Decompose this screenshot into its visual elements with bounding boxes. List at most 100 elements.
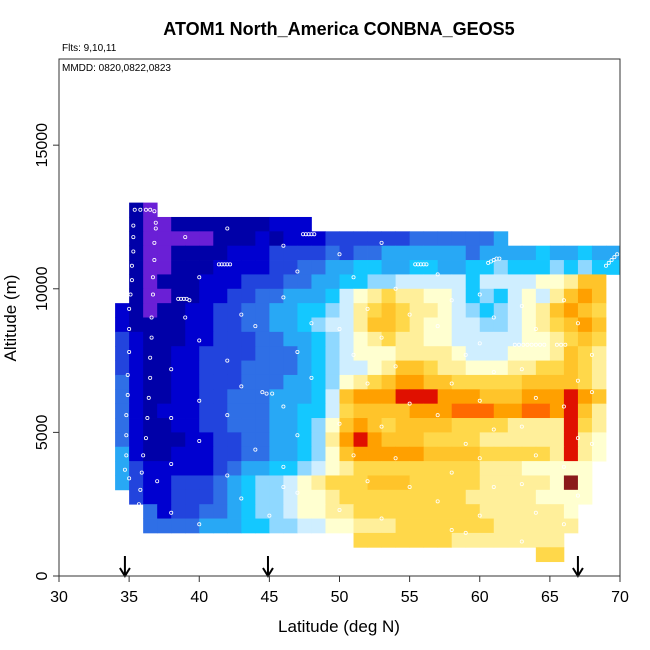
heatmap-cell (423, 231, 439, 247)
heatmap-cell (395, 489, 411, 505)
flight-point (575, 436, 580, 441)
heatmap-cell (479, 403, 495, 419)
heatmap-cell (115, 317, 130, 333)
heatmap-cell (241, 231, 256, 247)
heatmap-cell (339, 231, 354, 247)
heatmap-cell (381, 231, 396, 247)
x-tick-label: 30 (50, 589, 68, 606)
heatmap-cell (283, 518, 298, 534)
heatmap-cell (507, 303, 523, 318)
flight-point (295, 490, 300, 495)
flight-point (169, 416, 174, 421)
heatmap-cell (339, 461, 354, 476)
heatmap-cell (381, 331, 396, 347)
heatmap-cell (129, 389, 144, 405)
flight-point (169, 461, 174, 466)
heatmap-cell (157, 461, 172, 476)
heatmap-cell (451, 260, 467, 275)
heatmap-cell (213, 432, 228, 448)
flight-point (149, 315, 154, 320)
heatmap-cell (577, 245, 593, 261)
heatmap-cell (381, 461, 396, 476)
heatmap-cell (213, 245, 228, 261)
heatmap-cell (591, 303, 607, 318)
heatmap-cell (521, 504, 537, 519)
flight-point (143, 207, 148, 212)
heatmap-cell (451, 274, 467, 290)
flight-point (312, 232, 317, 237)
flight-point (225, 358, 230, 363)
heatmap-cell (185, 274, 200, 290)
flight-point (337, 507, 342, 512)
heatmap-cell (437, 475, 453, 491)
flight-point (228, 262, 233, 267)
heatmap-cell (451, 374, 467, 390)
heatmap-cell (129, 360, 144, 376)
heatmap-cell (437, 432, 453, 448)
heatmap-cell (227, 288, 242, 304)
heatmap-cell (591, 317, 607, 333)
heatmap-cell (311, 389, 326, 405)
flight-point (270, 391, 275, 396)
heatmap-cell (479, 231, 495, 247)
flight-point (225, 473, 230, 478)
heatmap-cell (423, 317, 439, 333)
flight-point (589, 441, 594, 446)
heatmap-cell (325, 303, 340, 318)
heatmap-cell (325, 260, 340, 275)
heatmap-cell (423, 288, 439, 304)
heatmap-cell (185, 389, 200, 405)
heatmap-cell (353, 346, 368, 361)
heatmap-cell (521, 489, 537, 505)
heatmap-cell (269, 274, 284, 290)
heatmap-cell (241, 446, 256, 462)
flight-point (309, 321, 314, 326)
heatmap-cell (507, 317, 523, 333)
heatmap-cell (115, 346, 130, 361)
heatmap-cell (297, 303, 312, 318)
heatmap-cell (353, 231, 368, 247)
heatmap-cell (199, 504, 214, 519)
heatmap-cell (507, 245, 523, 261)
heatmap-cell (367, 389, 382, 405)
heatmap-cell (227, 389, 242, 405)
flight-point (365, 306, 370, 311)
heatmap-cell (255, 518, 270, 534)
heatmap-cell (255, 360, 270, 376)
heatmap-cell (451, 461, 467, 476)
flight-point (267, 513, 272, 518)
heatmap-cell (409, 360, 425, 376)
heatmap-cell (507, 446, 523, 462)
heatmap-cell (507, 288, 523, 304)
flight-point (127, 349, 132, 354)
heatmap-cell (297, 374, 312, 390)
heatmap-cell (171, 389, 186, 405)
heatmap-cell (353, 461, 368, 476)
flight-point (148, 355, 153, 360)
heatmap-cell (493, 260, 509, 275)
heatmap-cell (563, 288, 579, 304)
heatmap-cell (213, 331, 228, 347)
heatmap-cell (465, 260, 481, 275)
heatmap-cell (269, 374, 284, 390)
heatmap-cell (353, 360, 368, 376)
heatmap-cell (395, 245, 411, 261)
heatmap-cell (283, 461, 298, 476)
heatmap-cell (563, 374, 579, 390)
heatmap-cell (367, 461, 382, 476)
heatmap-cell (395, 260, 411, 275)
flight-point (435, 272, 440, 277)
heatmap-cell (185, 216, 200, 232)
heatmap-cell (227, 475, 242, 491)
heatmap-cell (409, 346, 425, 361)
heatmap-cell (535, 260, 551, 275)
flight-point (529, 342, 534, 347)
heatmap-cell (353, 418, 368, 433)
heatmap-cell (241, 475, 256, 491)
flight-point (533, 395, 538, 400)
axes: 30 35 40 45 50 55 60 65 70 0 5000 10000 15000 (34, 123, 629, 606)
heatmap-cell (423, 303, 439, 318)
heatmap-cell (157, 403, 172, 419)
flight-point (132, 207, 137, 212)
heatmap-cell (269, 475, 284, 491)
